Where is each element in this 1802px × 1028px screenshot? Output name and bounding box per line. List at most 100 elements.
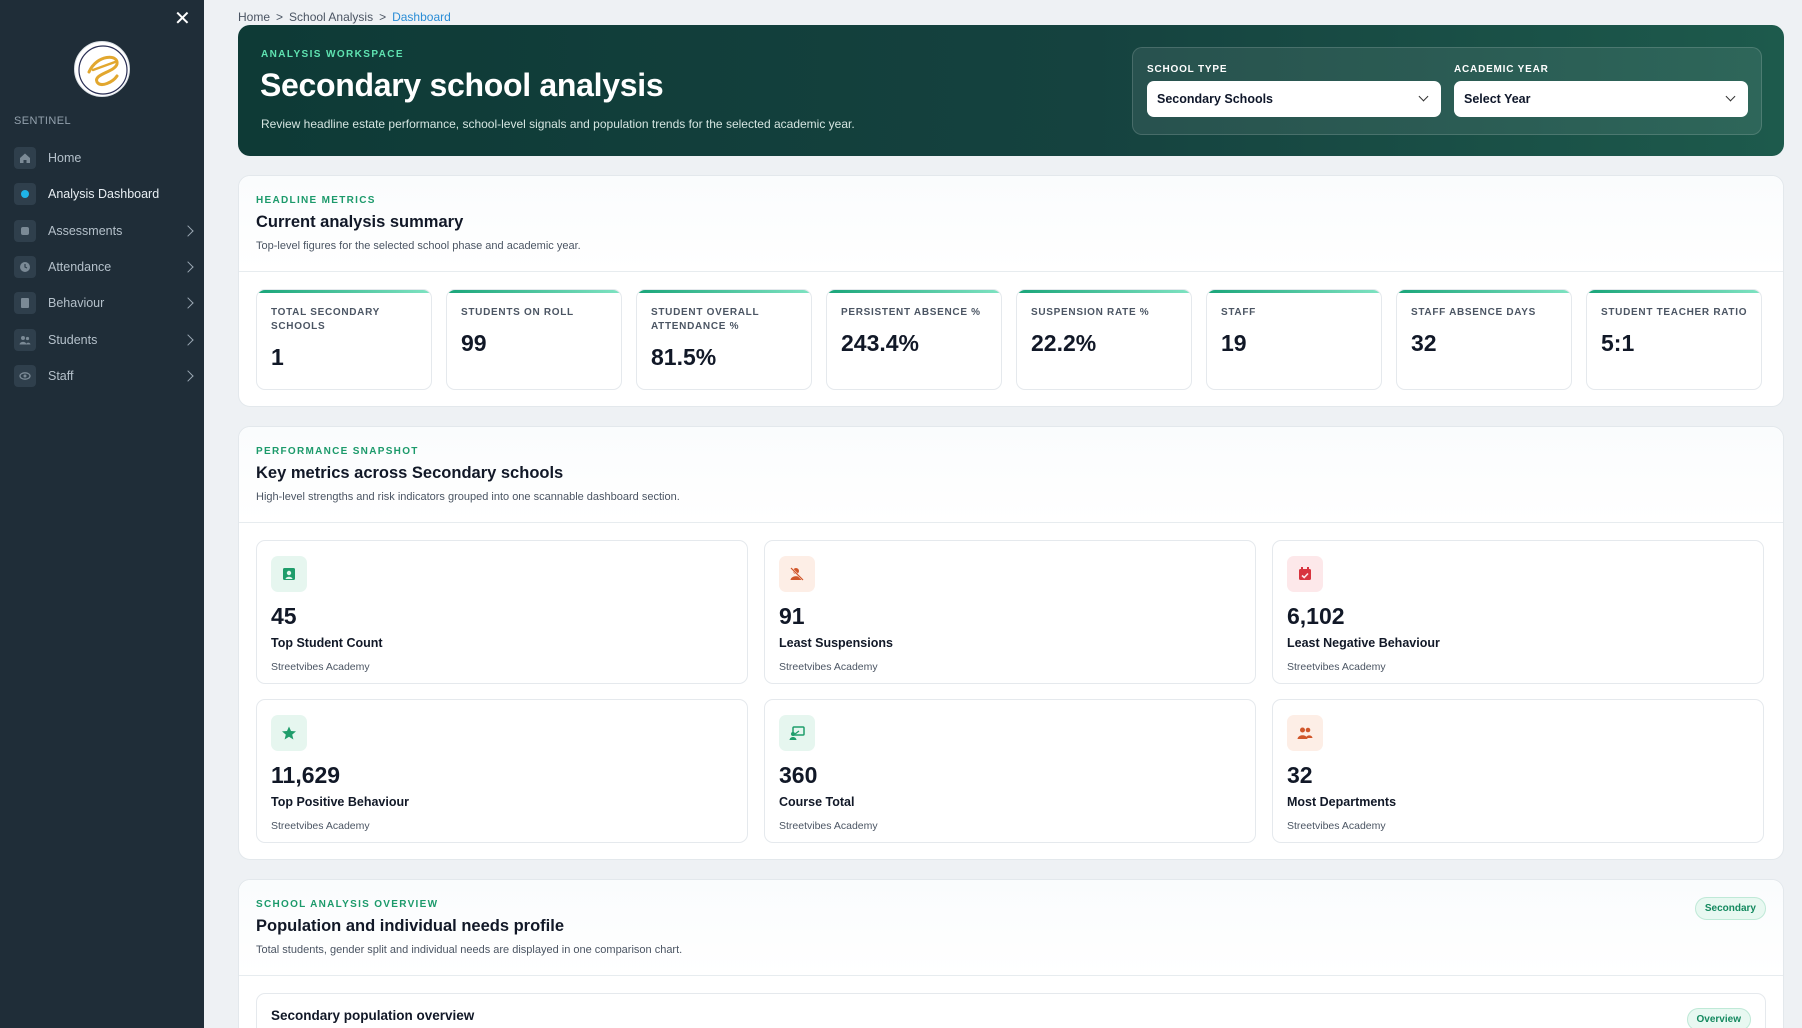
filter-panel: SCHOOL TYPE Secondary Schools ACADEMIC Y… (1132, 47, 1762, 135)
metric-card: SUSPENSION RATE % 22.2% (1016, 289, 1192, 390)
metric-label: STUDENT TEACHER RATIO (1601, 307, 1748, 318)
breadcrumb-school-analysis[interactable]: School Analysis (289, 10, 374, 24)
student-badge-icon (271, 556, 307, 592)
dashboard-icon (14, 183, 36, 206)
snapshot-title: Least Negative Behaviour (1287, 636, 1440, 650)
sidebar-item-staff[interactable]: Staff (14, 358, 194, 394)
hero-description: Review headline estate performance, scho… (261, 117, 855, 131)
snapshot-card: 360 Course Total Streetvibes Academy (764, 699, 1256, 843)
snapshot-card: 45 Top Student Count Streetvibes Academy (256, 540, 748, 684)
chevron-right-icon (182, 261, 194, 273)
assessments-icon (14, 219, 36, 242)
sidebar-item-analysis-dashboard[interactable]: Analysis Dashboard (14, 176, 192, 212)
school-type-select[interactable]: Secondary Schools (1147, 81, 1441, 117)
hero-banner: ANALYSIS WORKSPACE Secondary school anal… (238, 25, 1784, 156)
sidebar-item-label: Students (48, 332, 98, 347)
calendar-check-icon (1287, 556, 1323, 592)
sidebar-item-behaviour[interactable]: Behaviour (14, 285, 194, 321)
snapshot-value: 6,102 (1287, 603, 1345, 629)
snapshot-value: 32 (1287, 762, 1313, 788)
breadcrumb-separator: > (379, 10, 387, 24)
section-eyebrow: PERFORMANCE SNAPSHOT (256, 446, 419, 457)
school-type-filter: SCHOOL TYPE Secondary Schools (1147, 64, 1441, 117)
sidebar-item-home[interactable]: Home (14, 140, 192, 176)
school-type-value: Secondary Schools (1157, 92, 1274, 106)
section-subtitle: High-level strengths and risk indicators… (256, 491, 680, 503)
academic-year-value: Select Year (1464, 92, 1531, 106)
snapshot-title: Least Suspensions (779, 636, 893, 650)
snapshot-value: 360 (779, 762, 818, 788)
sidebar-item-label: Home (48, 151, 82, 166)
metric-value: 32 (1411, 330, 1437, 356)
breadcrumb-current: Dashboard (392, 10, 451, 24)
metric-label: STUDENTS ON ROLL (461, 307, 574, 318)
sidebar-item-assessments[interactable]: Assessments (14, 213, 194, 249)
academic-year-select[interactable]: Select Year (1454, 81, 1748, 117)
chevron-right-icon (182, 370, 194, 382)
headline-metrics-panel: HEADLINE METRICS Current analysis summar… (238, 175, 1784, 407)
snapshot-card: 6,102 Least Negative Behaviour Streetvib… (1272, 540, 1764, 684)
metric-label: STAFF ABSENCE DAYS (1411, 307, 1537, 318)
sidebar: ✕ SENTINEL Home Analysis Dashboard Asses… (0, 0, 204, 1028)
chevron-down-icon (1725, 91, 1736, 102)
hero-eyebrow: ANALYSIS WORKSPACE (261, 49, 404, 60)
metric-value: 22.2% (1031, 330, 1097, 356)
snapshot-title: Top Student Count (271, 636, 383, 650)
snapshot-title: Most Departments (1287, 795, 1397, 809)
snapshot-card: 91 Least Suspensions Streetvibes Academy (764, 540, 1256, 684)
breadcrumb-separator: > (276, 10, 284, 24)
metric-card: PERSISTENT ABSENCE % 243.4% (826, 289, 1002, 390)
teacher-board-icon (779, 715, 815, 751)
panel-header: PERFORMANCE SNAPSHOT Key metrics across … (239, 427, 1783, 523)
panel-header: SCHOOL ANALYSIS OVERVIEW Population and … (239, 880, 1783, 976)
snapshot-card: 32 Most Departments Streetvibes Academy (1272, 699, 1764, 843)
metric-value: 5:1 (1601, 330, 1635, 356)
snapshot-school: Streetvibes Academy (271, 661, 370, 673)
metric-card: STAFF 19 (1206, 289, 1382, 390)
breadcrumb: Home > School Analysis > Dashboard (238, 10, 451, 24)
panel-header: HEADLINE METRICS Current analysis summar… (239, 176, 1783, 272)
snapshot-school: Streetvibes Academy (779, 820, 878, 832)
academic-year-filter: ACADEMIC YEAR Select Year (1454, 64, 1748, 117)
snapshot-school: Streetvibes Academy (271, 820, 370, 832)
metric-label: TOTAL SECONDARY SCHOOLS (271, 307, 380, 332)
metric-card: STUDENT TEACHER RATIO 5:1 (1586, 289, 1762, 390)
metric-label: STUDENT OVERALL ATTENDANCE % (651, 307, 760, 332)
breadcrumb-home[interactable]: Home (238, 10, 271, 24)
students-icon (14, 328, 36, 351)
section-subtitle: Total students, gender split and individ… (256, 944, 683, 956)
section-title: Key metrics across Secondary schools (256, 464, 564, 482)
sidebar-item-label: Behaviour (48, 296, 105, 311)
metrics-row: TOTAL SECONDARY SCHOOLS 1 STUDENTS ON RO… (256, 289, 1762, 390)
section-subtitle: Top-level figures for the selected schoo… (256, 240, 581, 252)
sidebar-section-label: SENTINEL (14, 115, 71, 127)
metric-card: TOTAL SECONDARY SCHOOLS 1 (256, 289, 432, 390)
chevron-right-icon (182, 297, 194, 309)
metric-value: 99 (461, 330, 487, 356)
metric-value: 19 (1221, 330, 1247, 356)
page-title: Secondary school analysis (260, 67, 664, 103)
snapshot-school: Streetvibes Academy (779, 661, 878, 673)
metric-card: STUDENT OVERALL ATTENDANCE % 81.5% (636, 289, 812, 390)
snapshot-cards: 45 Top Student Count Streetvibes Academy… (256, 540, 1764, 843)
metric-label: STAFF (1221, 307, 1256, 318)
chevron-right-icon (182, 333, 194, 346)
performance-snapshot-panel: PERFORMANCE SNAPSHOT Key metrics across … (238, 426, 1784, 860)
behaviour-icon (14, 292, 36, 315)
snapshot-title: Course Total (779, 795, 855, 809)
metric-card: STUDENTS ON ROLL 99 (446, 289, 622, 390)
staff-icon (14, 364, 36, 387)
snapshot-card: 11,629 Top Positive Behaviour Streetvibe… (256, 699, 748, 843)
sidebar-item-students[interactable]: Students (14, 321, 194, 357)
app-logo (74, 41, 130, 97)
close-sidebar-button[interactable]: ✕ (174, 6, 191, 30)
star-icon (271, 715, 307, 751)
snapshot-value: 45 (271, 603, 297, 629)
chevron-right-icon (182, 225, 194, 237)
metric-label: PERSISTENT ABSENCE % (841, 307, 981, 318)
snapshot-title: Top Positive Behaviour (271, 795, 409, 809)
sidebar-item-attendance[interactable]: Attendance (14, 249, 194, 285)
sidebar-item-label: Assessments (48, 223, 123, 238)
sidebar-item-label: Staff (48, 368, 74, 383)
metric-value: 81.5% (651, 344, 717, 370)
